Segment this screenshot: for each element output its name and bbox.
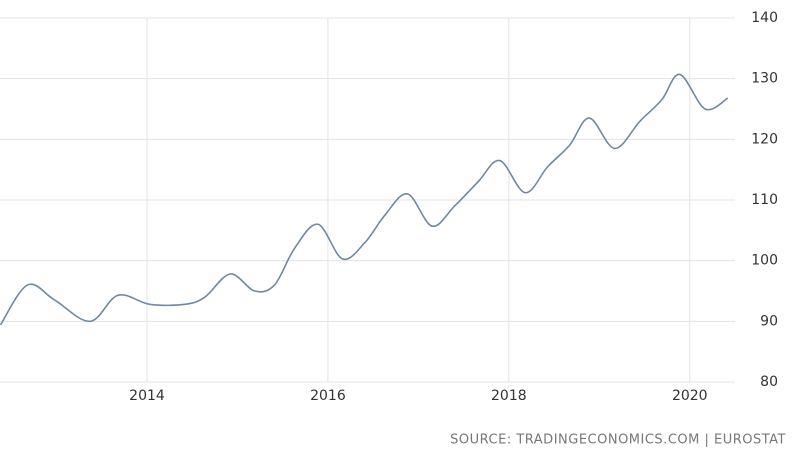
y-tick-label: 120 [751,131,778,147]
y-tick-label: 100 [751,253,778,269]
y-tick-label: 80 [760,374,778,390]
x-tick-label: 2020 [672,388,708,404]
line [0,73,729,326]
y-tick-label: 140 [751,10,778,26]
x-tick-label: 2014 [129,388,165,404]
y-tick-label: 90 [760,313,778,329]
y-tick-label: 130 [751,71,778,87]
source: SOURCE: TRADINGECONOMICS.COM | EUROSTAT [450,433,786,448]
y-tick-label: 110 [751,192,778,208]
x-tick-label: 2016 [310,388,346,404]
x-tick-label: 2018 [491,388,527,404]
